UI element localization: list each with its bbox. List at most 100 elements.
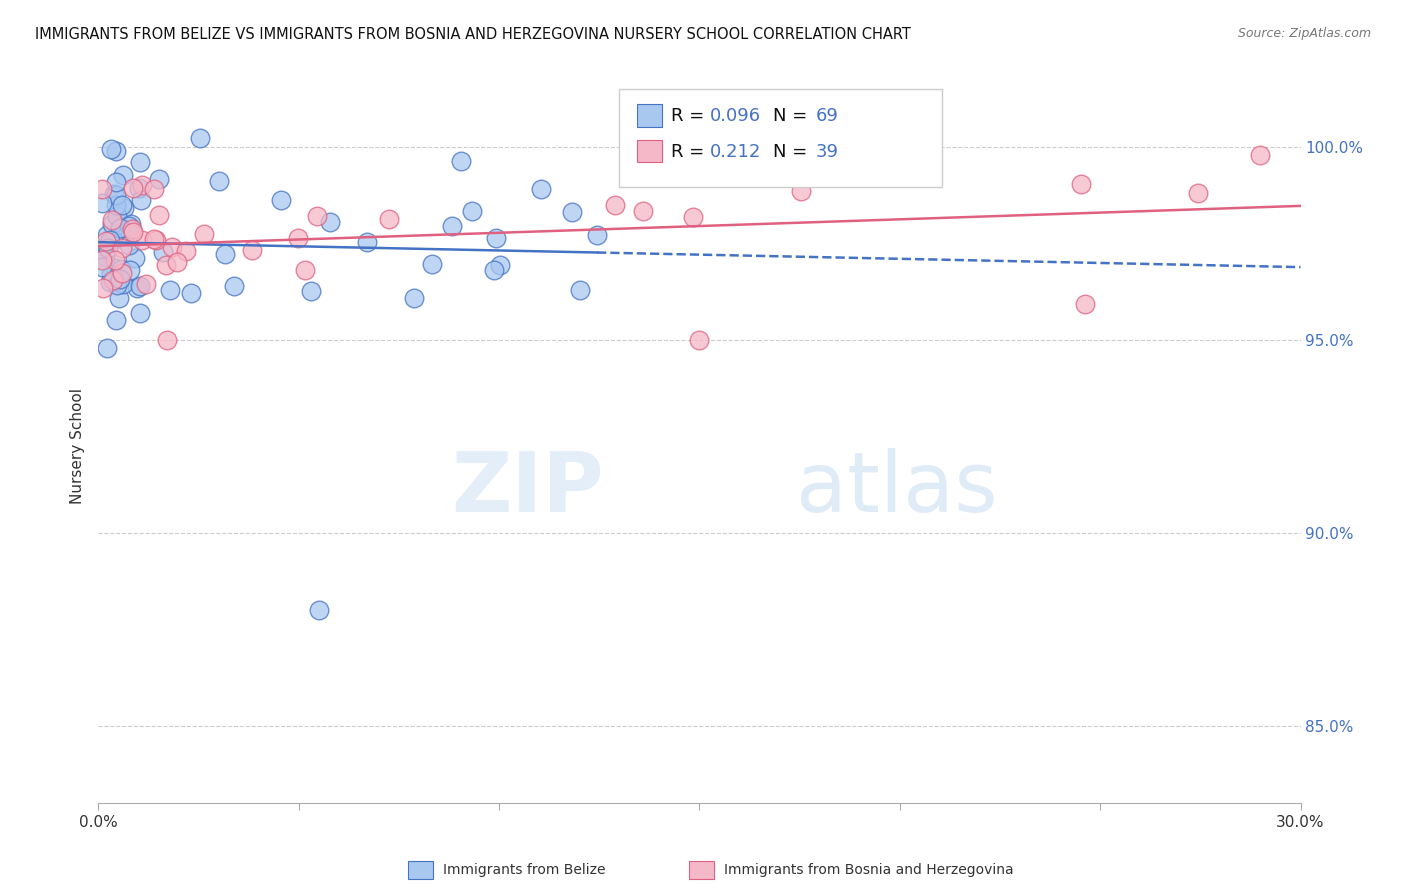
Point bbox=[460, 203, 482, 218]
Point bbox=[152, 244, 174, 259]
Point bbox=[100, 267, 122, 281]
Point bbox=[110, 262, 132, 277]
Point bbox=[121, 180, 143, 194]
Point bbox=[404, 292, 426, 306]
Point bbox=[118, 238, 141, 252]
Point bbox=[105, 188, 128, 202]
Point bbox=[214, 246, 236, 260]
Point bbox=[1074, 297, 1097, 311]
Point bbox=[193, 227, 215, 241]
Point bbox=[155, 258, 177, 272]
Text: N =: N = bbox=[773, 143, 813, 161]
Point bbox=[90, 260, 112, 274]
Point bbox=[131, 233, 153, 247]
Point bbox=[485, 231, 508, 245]
Y-axis label: Nursery School: Nursery School bbox=[69, 388, 84, 504]
Point bbox=[98, 275, 121, 289]
Point bbox=[105, 209, 128, 223]
Point bbox=[91, 281, 114, 295]
Point bbox=[143, 182, 166, 196]
Point bbox=[105, 313, 128, 327]
Point bbox=[111, 277, 134, 292]
Point bbox=[174, 244, 197, 258]
Point bbox=[111, 198, 134, 212]
Point bbox=[682, 210, 704, 224]
Point bbox=[482, 263, 505, 277]
Point bbox=[103, 187, 125, 202]
Point bbox=[97, 241, 120, 255]
Point bbox=[121, 221, 143, 235]
Text: Immigrants from Belize: Immigrants from Belize bbox=[443, 863, 606, 877]
Point bbox=[110, 266, 132, 280]
Point bbox=[319, 215, 342, 229]
Point bbox=[125, 280, 148, 294]
Point bbox=[104, 253, 127, 268]
Point bbox=[440, 219, 463, 234]
Point bbox=[129, 154, 152, 169]
Point bbox=[96, 228, 118, 243]
Point bbox=[143, 232, 166, 246]
Point bbox=[1187, 186, 1209, 201]
Text: 69: 69 bbox=[815, 107, 838, 125]
Text: 0.212: 0.212 bbox=[710, 143, 762, 161]
Point bbox=[156, 333, 179, 347]
Point bbox=[94, 244, 117, 259]
Point bbox=[96, 341, 118, 355]
Point bbox=[689, 333, 711, 347]
Point bbox=[105, 144, 128, 158]
Point bbox=[118, 219, 141, 234]
Point bbox=[294, 263, 316, 277]
Point bbox=[101, 212, 124, 227]
Point bbox=[208, 174, 231, 188]
Text: Immigrants from Bosnia and Herzegovina: Immigrants from Bosnia and Herzegovina bbox=[724, 863, 1014, 877]
Point bbox=[561, 205, 583, 219]
Point bbox=[270, 193, 292, 207]
Point bbox=[1250, 148, 1272, 162]
Point bbox=[128, 278, 150, 293]
Point bbox=[104, 260, 127, 275]
Point bbox=[110, 220, 132, 235]
Point bbox=[305, 210, 328, 224]
Point bbox=[91, 195, 114, 210]
Point bbox=[118, 263, 141, 277]
Point bbox=[94, 234, 117, 248]
Point bbox=[356, 235, 378, 249]
Text: 0.096: 0.096 bbox=[710, 107, 761, 125]
Point bbox=[145, 233, 167, 247]
Point bbox=[131, 193, 153, 207]
Point bbox=[631, 203, 654, 218]
Text: R =: R = bbox=[671, 143, 710, 161]
Point bbox=[240, 243, 263, 257]
Point bbox=[148, 172, 170, 186]
Point bbox=[120, 217, 142, 231]
Point bbox=[159, 284, 181, 298]
Point bbox=[111, 168, 134, 182]
Text: Source: ZipAtlas.com: Source: ZipAtlas.com bbox=[1237, 27, 1371, 40]
Point bbox=[308, 603, 330, 617]
Point bbox=[1070, 177, 1092, 191]
Point bbox=[128, 181, 150, 195]
Point bbox=[101, 273, 124, 287]
Point bbox=[603, 197, 626, 211]
Point bbox=[377, 212, 399, 227]
Point bbox=[98, 234, 121, 248]
Point bbox=[299, 284, 322, 298]
Point bbox=[108, 291, 131, 305]
Point bbox=[101, 233, 124, 247]
Point bbox=[287, 230, 309, 244]
Point bbox=[124, 251, 146, 265]
Point bbox=[122, 225, 145, 239]
Point bbox=[789, 184, 811, 198]
Point bbox=[89, 250, 111, 264]
Text: R =: R = bbox=[671, 107, 710, 125]
Point bbox=[420, 257, 443, 271]
Point bbox=[128, 306, 150, 320]
Point bbox=[160, 239, 183, 253]
Text: 39: 39 bbox=[815, 143, 838, 161]
Point bbox=[111, 241, 134, 255]
Point bbox=[93, 249, 115, 263]
Text: IMMIGRANTS FROM BELIZE VS IMMIGRANTS FROM BOSNIA AND HERZEGOVINA NURSERY SCHOOL : IMMIGRANTS FROM BELIZE VS IMMIGRANTS FRO… bbox=[35, 27, 911, 42]
Point bbox=[188, 130, 211, 145]
Point bbox=[100, 142, 122, 156]
Point bbox=[135, 277, 157, 291]
